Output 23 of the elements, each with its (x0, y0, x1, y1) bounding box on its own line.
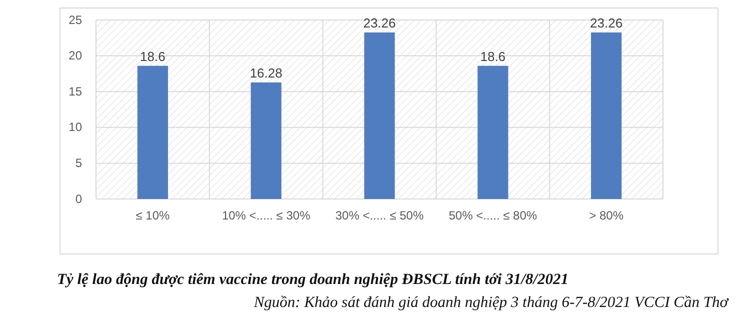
x-tick-label: ≤ 10% (136, 208, 170, 223)
text: Tỷ lệ lao động được tiêm vaccine trong doanh nghiệp ĐBSCL tính tới 31/8/2021 (57, 271, 568, 288)
y-tick-label: 20 (68, 48, 82, 63)
data-label: 18.6 (140, 48, 166, 64)
bar (250, 82, 282, 199)
bar (137, 66, 168, 199)
y-tick-label: 25 (68, 12, 82, 27)
x-tick-label: 30% <..... ≤ 50% (335, 208, 424, 223)
text: Nguồn: Khảo sát đánh giá doanh nghiệp 3 tháng 6-7-8/2021 VCCI Cần Thơ (252, 294, 729, 311)
y-tick-label: 15 (68, 84, 82, 98)
data-label: 16.28 (250, 65, 282, 80)
x-tick-label: 10% <..... ≤ 30% (222, 208, 311, 223)
x-tick-label: 50% <..... ≤ 80% (448, 208, 538, 223)
data-label: 23.26 (590, 15, 623, 30)
bar (590, 32, 622, 199)
y-tick-label: 0 (75, 192, 82, 206)
data-label: 23.26 (363, 15, 396, 30)
y-tick-label: 10 (68, 120, 82, 134)
bar (364, 32, 395, 199)
data-label: 18.6 (480, 48, 506, 64)
bar (478, 66, 508, 199)
x-tick-label: > 80% (589, 208, 624, 223)
y-tick-label: 5 (75, 156, 82, 170)
